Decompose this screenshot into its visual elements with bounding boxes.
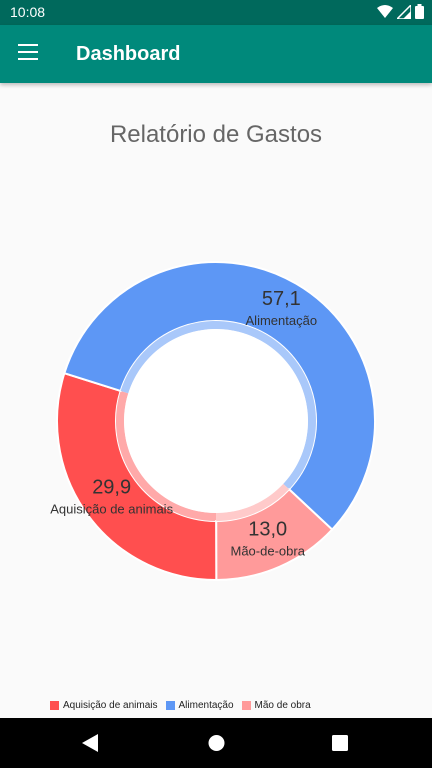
slice-category-label: Aquisição de animais [50,502,173,517]
pie-slice-inner-ring-2 [216,483,290,521]
slice-value-label: 57,1 [262,288,301,310]
legend-item: Aquisição de animais [50,700,158,711]
hamburger-menu-icon[interactable] [18,44,40,64]
slice-category-label: Alimentação [246,313,318,328]
wifi-icon [377,4,393,18]
slice-value-label: 29,9 [92,477,131,499]
navigation-bar [0,718,432,768]
app-title: Dashboard [76,43,181,65]
legend-item: Mão de obra [241,700,311,711]
donut-hole [124,329,308,513]
pie-slice-inner-ring-1 [120,321,316,490]
donut-chart: 29,9 Aquisição de animais 57,1 Alimentação 1… [50,261,376,582]
app-bar: Dashboard [0,25,432,83]
legend-label: Mão de obra [254,700,311,711]
legend-label: Alimentação [178,700,234,711]
status-bar: 10:08 [0,0,432,25]
recents-square-icon[interactable] [332,734,348,752]
chart-legend: Aquisição de animais Alimentação Mão de ob… [50,700,311,711]
legend-item: Alimentação [165,700,234,711]
legend-label: Aquisição de animais [63,700,158,711]
status-icons [377,4,424,19]
chart-title: Relatório de Gastos [109,121,323,148]
battery-icon [415,4,424,19]
slice-value-label: 13,0 [248,519,287,541]
legend-swatch [165,701,175,710]
home-circle-icon[interactable] [208,734,225,752]
back-triangle-icon[interactable] [82,734,98,752]
legend-swatch [50,701,59,710]
slice-category-label: Mão-de-obra [231,544,306,559]
signal-icon [397,4,411,19]
legend-swatch [241,701,251,710]
status-time: 10:08 [10,4,46,20]
